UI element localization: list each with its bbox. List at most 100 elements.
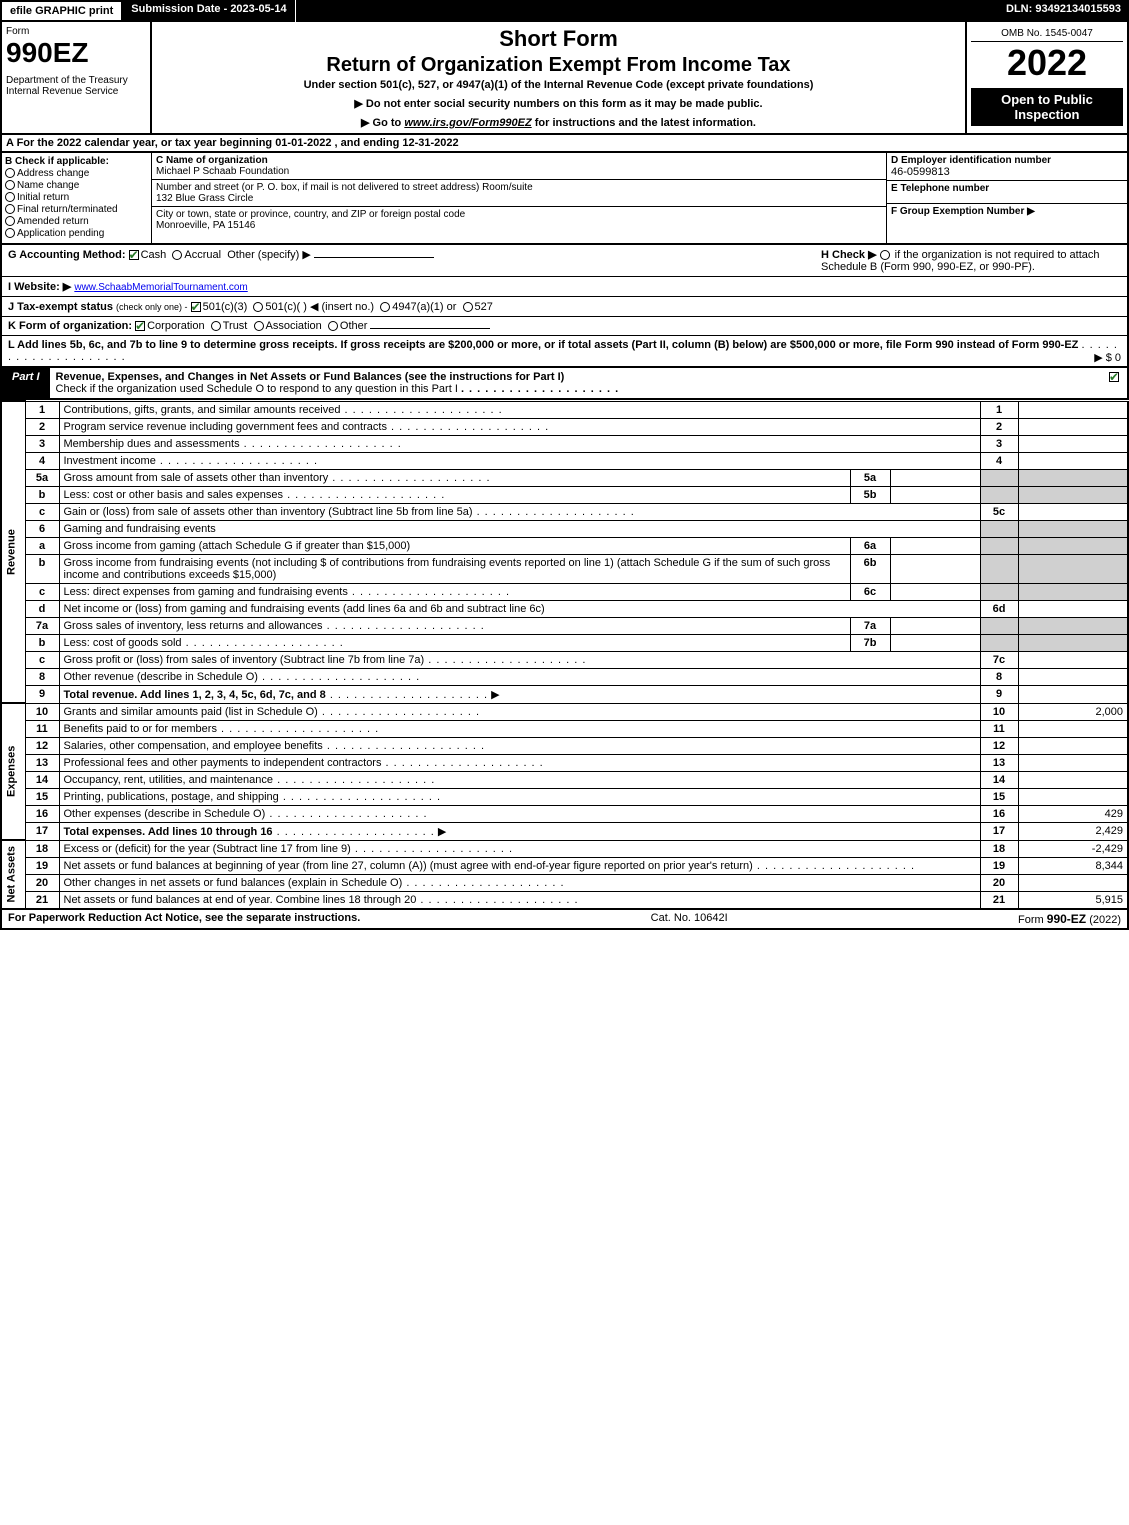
col-b-checkboxes: B Check if applicable: Address change Na… — [2, 153, 152, 243]
efile-print[interactable]: efile GRAPHIC print — [0, 0, 123, 22]
open-to-public: Open to Public Inspection — [971, 88, 1123, 126]
line-11: 11Benefits paid to or for members11 — [1, 720, 1128, 737]
row-a-text: A For the 2022 calendar year, or tax yea… — [6, 137, 459, 149]
cb-cash[interactable] — [129, 250, 139, 260]
part-i-header: Part I Revenue, Expenses, and Changes in… — [0, 368, 1129, 400]
line-14: 14Occupancy, rent, utilities, and mainte… — [1, 771, 1128, 788]
part-i-checkbox-wrap — [1103, 368, 1127, 398]
cb-accrual[interactable] — [172, 250, 182, 260]
line-5c: cGain or (loss) from sale of assets othe… — [1, 503, 1128, 520]
k-corp: Corporation — [147, 320, 204, 332]
row-k: K Form of organization: Corporation Trus… — [0, 317, 1129, 336]
cb-address-change[interactable]: Address change — [5, 168, 148, 179]
cb-name-change[interactable]: Name change — [5, 180, 148, 191]
cb-association[interactable] — [254, 321, 264, 331]
subtitle: Under section 501(c), 527, or 4947(a)(1)… — [160, 79, 957, 91]
cb-amended-return[interactable]: Amended return — [5, 216, 148, 227]
part-i-table: Revenue 1 Contributions, gifts, grants, … — [0, 400, 1129, 910]
cb-corporation[interactable] — [135, 321, 145, 331]
row-g: G Accounting Method: Cash Accrual Other … — [8, 248, 801, 273]
cb-schedule-o[interactable] — [1109, 372, 1119, 382]
org-name: Michael P Schaab Foundation — [156, 166, 882, 177]
k-assoc: Association — [266, 320, 322, 332]
l10-val: 2,000 — [1018, 703, 1128, 720]
cb-initial-return[interactable]: Initial return — [5, 192, 148, 203]
form-header: Form 990EZ Department of the Treasury In… — [0, 22, 1129, 135]
cb-application-pending[interactable]: Application pending — [5, 228, 148, 239]
ein-value: 46-0599813 — [891, 166, 1123, 178]
l-text: L Add lines 5b, 6c, and 7b to line 9 to … — [8, 339, 1078, 351]
row-j: J Tax-exempt status (check only one) - 5… — [0, 297, 1129, 317]
cb-501c[interactable] — [253, 302, 263, 312]
cb-h[interactable] — [880, 250, 890, 260]
cb-final-return[interactable]: Final return/terminated — [5, 204, 148, 215]
l-val: ▶ $ 0 — [1094, 351, 1121, 364]
header-right: OMB No. 1545-0047 2022 Open to Public In… — [967, 22, 1127, 133]
g-other: Other (specify) ▶ — [227, 249, 311, 261]
line-7c: cGross profit or (loss) from sales of in… — [1, 651, 1128, 668]
omb-number: OMB No. 1545-0047 — [971, 26, 1123, 42]
line-17: 17Total expenses. Add lines 10 through 1… — [1, 822, 1128, 840]
k-label: K Form of organization: — [8, 320, 132, 332]
org-city-cell: City or town, state or province, country… — [152, 207, 886, 233]
header-left: Form 990EZ Department of the Treasury In… — [2, 22, 152, 133]
g-cash: Cash — [141, 249, 167, 261]
k-other-input[interactable] — [370, 328, 490, 329]
line-20: 20Other changes in net assets or fund ba… — [1, 874, 1128, 891]
note2-pre: ▶ Go to — [361, 117, 404, 129]
irs-link[interactable]: www.irs.gov/Form990EZ — [404, 117, 531, 129]
header-center: Short Form Return of Organization Exempt… — [152, 22, 967, 133]
side-expenses: Expenses — [1, 703, 25, 840]
j-sub: (check only one) - — [116, 302, 188, 312]
row-g-h: G Accounting Method: Cash Accrual Other … — [0, 245, 1129, 277]
line-9: 9Total revenue. Add lines 1, 2, 3, 4, 5c… — [1, 685, 1128, 703]
line-6: 6Gaming and fundraising events — [1, 520, 1128, 537]
j-label: J Tax-exempt status — [8, 301, 113, 313]
j-527: 527 — [475, 301, 493, 313]
org-city: Monroeville, PA 15146 — [156, 220, 882, 231]
l1-val — [1018, 401, 1128, 418]
cb-other-org[interactable] — [328, 321, 338, 331]
group-exemption-cell: F Group Exemption Number ▶ — [887, 204, 1127, 243]
h-label: H Check ▶ — [821, 249, 877, 261]
line-2: 2Program service revenue including gover… — [1, 418, 1128, 435]
line-12: 12Salaries, other compensation, and empl… — [1, 737, 1128, 754]
line-18: Net Assets 18Excess or (deficit) for the… — [1, 840, 1128, 857]
cb-trust[interactable] — [211, 321, 221, 331]
l1-num: 1 — [25, 401, 59, 418]
org-addr-label: Number and street (or P. O. box, if mail… — [156, 182, 882, 193]
row-i: I Website: ▶ www.SchaabMemorialTournamen… — [0, 277, 1129, 297]
org-addr-cell: Number and street (or P. O. box, if mail… — [152, 180, 886, 207]
line-15: 15Printing, publications, postage, and s… — [1, 788, 1128, 805]
col-b-header: B Check if applicable: — [5, 156, 148, 167]
line-5b: bLess: cost or other basis and sales exp… — [1, 486, 1128, 503]
line-6b: bGross income from fundraising events (n… — [1, 554, 1128, 583]
group-exemption-label: F Group Exemption Number ▶ — [891, 206, 1123, 217]
line-3: 3Membership dues and assessments3 — [1, 435, 1128, 452]
org-name-cell: C Name of organization Michael P Schaab … — [152, 153, 886, 180]
website-link[interactable]: www.SchaabMemorialTournament.com — [74, 282, 247, 293]
note2-post: for instructions and the latest informat… — [532, 117, 756, 129]
cb-501c3[interactable] — [191, 302, 201, 312]
line-4: 4Investment income4 — [1, 452, 1128, 469]
irs-link-line: ▶ Go to www.irs.gov/Form990EZ for instru… — [160, 116, 957, 129]
cb-4947[interactable] — [380, 302, 390, 312]
cb-527[interactable] — [463, 302, 473, 312]
line-21: 21Net assets or fund balances at end of … — [1, 891, 1128, 909]
k-trust: Trust — [223, 320, 248, 332]
main-title: Return of Organization Exempt From Incom… — [160, 54, 957, 77]
side-netassets: Net Assets — [1, 840, 25, 909]
i-label: I Website: ▶ — [8, 281, 71, 293]
l1-desc: Contributions, gifts, grants, and simila… — [59, 401, 980, 418]
top-bar: efile GRAPHIC print Submission Date - 20… — [0, 0, 1129, 22]
line-5a: 5aGross amount from sale of assets other… — [1, 469, 1128, 486]
col-def: D Employer identification number 46-0599… — [887, 153, 1127, 243]
g-other-input[interactable] — [314, 257, 434, 258]
row-h: H Check ▶ if the organization is not req… — [821, 248, 1121, 273]
l16-val: 429 — [1018, 805, 1128, 822]
form-word: Form — [6, 26, 146, 37]
col-c-org-info: C Name of organization Michael P Schaab … — [152, 153, 887, 243]
page-footer: For Paperwork Reduction Act Notice, see … — [0, 910, 1129, 930]
ein-cell: D Employer identification number 46-0599… — [887, 153, 1127, 181]
j-501c: 501(c)( ) ◀ (insert no.) — [265, 301, 374, 313]
